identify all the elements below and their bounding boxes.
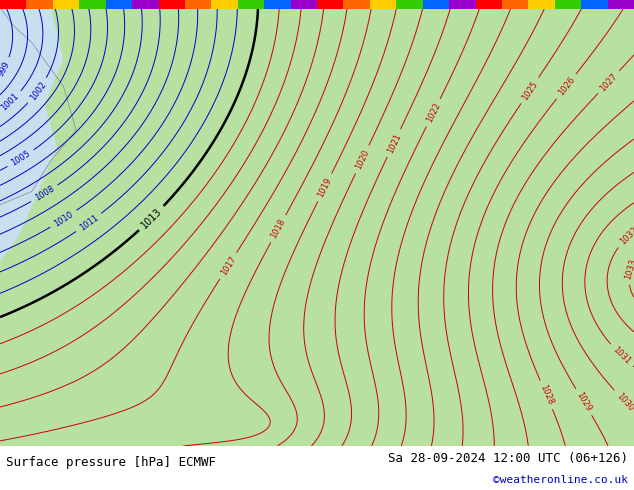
Bar	[185, 0, 211, 9]
Text: 1032: 1032	[618, 225, 634, 246]
Bar	[396, 0, 423, 9]
Text: 1019: 1019	[316, 176, 333, 199]
Text: 1002: 1002	[28, 80, 48, 102]
Bar	[449, 0, 476, 9]
Text: 1017: 1017	[219, 254, 238, 277]
Bar	[370, 0, 396, 9]
Bar	[423, 0, 449, 9]
Text: 1010: 1010	[52, 210, 75, 228]
Bar	[27, 0, 53, 9]
Text: 999: 999	[0, 60, 11, 78]
Bar	[290, 0, 317, 9]
Text: 1022: 1022	[425, 101, 442, 124]
Text: 1026: 1026	[556, 75, 576, 98]
Text: 1031: 1031	[611, 345, 632, 366]
Text: 1033: 1033	[624, 258, 634, 281]
Bar	[528, 0, 555, 9]
Text: ©weatheronline.co.uk: ©weatheronline.co.uk	[493, 475, 628, 485]
Bar	[264, 0, 290, 9]
Bar	[79, 0, 106, 9]
Text: Surface pressure [hPa] ECMWF: Surface pressure [hPa] ECMWF	[6, 456, 216, 469]
Bar	[476, 0, 502, 9]
Text: 1020: 1020	[354, 148, 371, 171]
Text: 1029: 1029	[574, 391, 593, 413]
Text: Sa 28-09-2024 12:00 UTC (06+126): Sa 28-09-2024 12:00 UTC (06+126)	[387, 452, 628, 465]
Bar	[238, 0, 264, 9]
Bar	[0, 0, 27, 9]
Bar	[344, 0, 370, 9]
Text: 1008: 1008	[33, 184, 56, 203]
Text: 1030: 1030	[614, 391, 634, 413]
Bar	[211, 0, 238, 9]
Polygon shape	[0, 7, 634, 446]
Bar	[502, 0, 528, 9]
Bar	[317, 0, 344, 9]
Bar	[581, 0, 607, 9]
Bar	[555, 0, 581, 9]
Text: 1001: 1001	[0, 92, 21, 113]
Text: 1011: 1011	[77, 213, 100, 232]
Bar	[106, 0, 132, 9]
Text: 1027: 1027	[598, 72, 619, 93]
Bar	[158, 0, 185, 9]
Polygon shape	[0, 7, 63, 262]
Bar	[53, 0, 79, 9]
Text: 1025: 1025	[521, 79, 540, 101]
Text: 1018: 1018	[269, 218, 287, 240]
Bar	[607, 0, 634, 9]
Bar	[132, 0, 158, 9]
Text: 1028: 1028	[538, 384, 555, 406]
Text: 1005: 1005	[10, 149, 32, 168]
Text: 1013: 1013	[139, 206, 164, 230]
Text: 1021: 1021	[385, 132, 403, 154]
